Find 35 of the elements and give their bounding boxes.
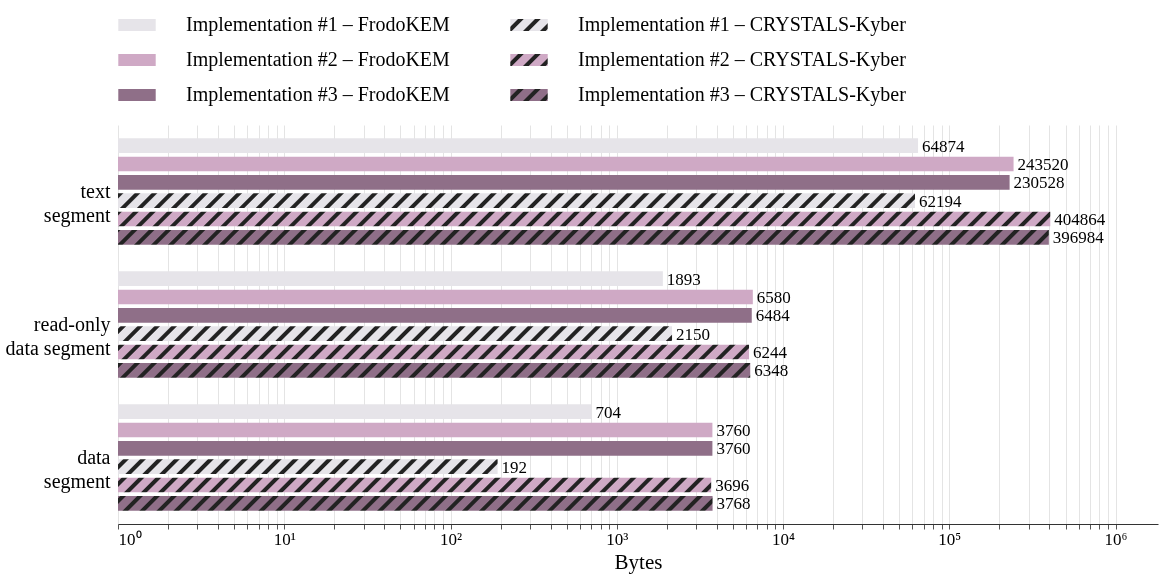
data-label: 230528 [1013,173,1065,193]
legend-label: Implementation #1 – CRYSTALS-Kyber [578,13,907,36]
x-tick-label: 10² [439,529,463,549]
data-label: 396984 [1052,228,1105,248]
legend-label: Implementation #2 – FrodoKEM [186,48,451,71]
x-tick-label: 10⁵ [938,529,962,549]
data-label: 6244 [753,343,788,363]
x-axis-title: Bytes [614,549,663,574]
x-tick-label: 10⁶ [1104,529,1128,549]
x-tick-label: 10³ [606,529,629,549]
data-label: 243520 [1017,154,1069,174]
data-label: 6580 [756,287,791,307]
data-label: 62194 [919,191,963,211]
data-label: 3768 [716,494,751,514]
x-tick-label: 10⁴ [772,529,796,549]
data-label: 3696 [715,476,750,496]
data-label: 6348 [754,361,789,381]
y-tick-label: data segment [43,445,111,493]
y-tick-label: read-only data segment [5,312,111,360]
data-label: 704 [595,402,622,422]
data-label: 2150 [676,324,711,344]
data-label: 1893 [666,269,701,289]
y-tick-label: text segment [43,179,111,227]
data-label: 64874 [922,136,966,156]
x-tick-label: 10¹ [273,529,296,549]
data-label: 6484 [755,306,791,326]
x-tick-label: 10⁰ [118,529,142,549]
legend-label: Implementation #1 – FrodoKEM [186,13,451,36]
legend-label: Implementation #2 – CRYSTALS-Kyber [578,48,907,71]
data-label: 404864 [1054,210,1106,230]
data-label: 3760 [716,420,751,440]
legend-label: Implementation #3 – FrodoKEM [186,83,451,106]
data-label: 192 [501,457,528,477]
legend-label: Implementation #3 – CRYSTALS-Kyber [578,83,907,106]
data-label: 3760 [716,439,751,459]
